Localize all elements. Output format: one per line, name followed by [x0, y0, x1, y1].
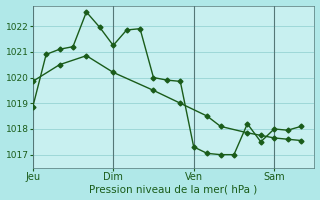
X-axis label: Pression niveau de la mer( hPa ): Pression niveau de la mer( hPa ) [90, 184, 258, 194]
